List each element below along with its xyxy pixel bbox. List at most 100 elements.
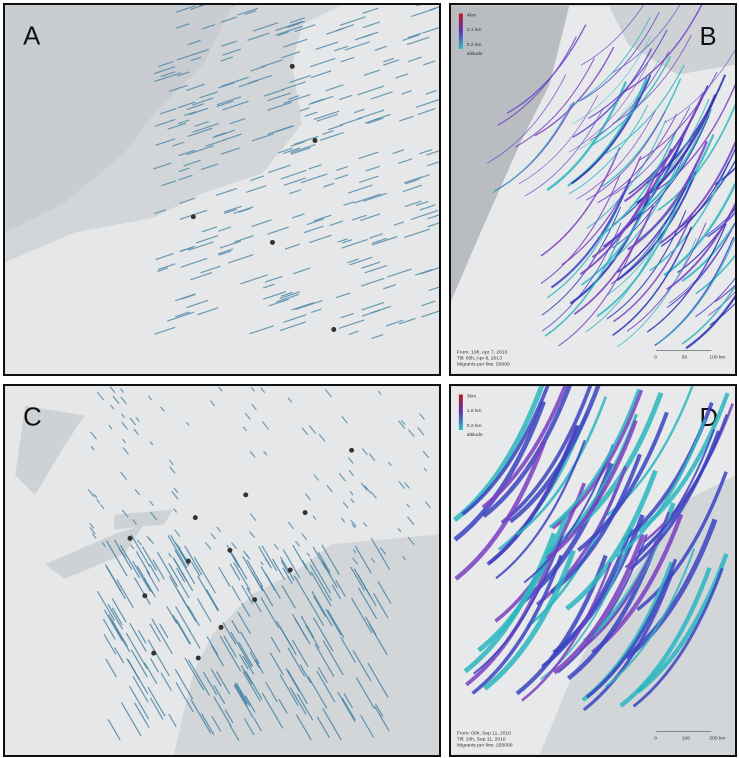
migration-vector [341, 416, 348, 424]
migration-vector [218, 82, 235, 89]
migration-vector [310, 58, 336, 68]
migration-vector [222, 622, 237, 645]
migration-vector [261, 421, 269, 430]
migration-vector [308, 164, 322, 170]
migration-vector [206, 636, 219, 656]
migration-vector [231, 619, 240, 634]
migration-vector [234, 684, 248, 707]
migration-vector [173, 487, 179, 494]
migration-vector [101, 542, 106, 547]
migration-vector [280, 321, 306, 331]
migration-vector [127, 659, 149, 695]
migration-vector [293, 267, 311, 275]
migration-vector [363, 522, 368, 527]
migration-vector [91, 533, 97, 539]
migration-vector [149, 500, 154, 506]
migration-vector [294, 24, 316, 32]
migration-vector [312, 546, 327, 570]
panel-label: B [700, 23, 717, 51]
migration-vector [404, 200, 422, 208]
migration-vector [150, 697, 164, 720]
migration-vector [269, 652, 284, 675]
migration-vector [344, 41, 370, 51]
migration-vector [273, 543, 279, 550]
migration-vector [362, 31, 379, 38]
migration-vector [178, 167, 190, 173]
migration-vector [385, 319, 404, 327]
migration-track [483, 549, 576, 691]
migration-vector [168, 84, 188, 92]
migration-vector [129, 685, 150, 720]
migration-track [596, 207, 677, 318]
migration-vector [154, 209, 167, 214]
migration-vector [371, 557, 376, 563]
migration-vector [317, 716, 330, 738]
migration-vector [214, 132, 226, 137]
migration-vector [191, 561, 201, 577]
migration-vector [203, 671, 218, 696]
migration-track [453, 400, 546, 542]
migration-vector [197, 575, 219, 612]
migration-vector [130, 544, 135, 550]
migration-vector [275, 21, 303, 31]
migration-track [573, 205, 654, 315]
migration-vector [121, 509, 129, 518]
radar-site [243, 492, 249, 498]
migration-vector [283, 38, 308, 48]
migration-vector [160, 672, 172, 691]
migration-vector [147, 686, 166, 717]
migration-vector [358, 151, 379, 160]
migration-vector [369, 233, 383, 239]
migration-vector [149, 623, 161, 642]
map-panel-a: A [3, 3, 441, 376]
migration-vector [150, 658, 159, 673]
radar-site [227, 547, 233, 553]
migration-track [509, 386, 601, 524]
migration-vector [178, 174, 193, 181]
migration-vector [233, 684, 254, 719]
migration-vector [361, 309, 381, 317]
migration-vector [312, 515, 317, 520]
migration-vector [148, 395, 152, 401]
migration-vector [261, 692, 284, 729]
migration-vector [339, 16, 366, 26]
migration-vector [410, 210, 439, 220]
migration-vector [350, 566, 365, 591]
migration-vector [167, 535, 188, 569]
migration-vector [250, 513, 257, 521]
migration-vector [160, 406, 165, 412]
migration-vector [218, 567, 231, 587]
migration-vector [177, 119, 190, 125]
migration-vector [111, 607, 123, 626]
migration-vector [313, 214, 332, 222]
migration-track [568, 104, 649, 195]
migration-track [576, 411, 669, 552]
migration-vector [370, 537, 391, 571]
migration-vector [237, 7, 259, 16]
migration-vector [417, 427, 425, 436]
migration-vector [354, 545, 372, 574]
migration-vector [231, 5, 235, 6]
migration-vector [169, 466, 176, 474]
lake [15, 405, 85, 495]
migration-track [535, 465, 628, 606]
migration-vector [190, 56, 202, 61]
migration-vector [358, 587, 377, 619]
migration-vector [224, 709, 234, 724]
migration-vector [315, 41, 339, 50]
migration-track [631, 108, 713, 219]
migration-vector [210, 668, 222, 687]
migration-vector [103, 609, 124, 642]
migration-track [714, 284, 735, 303]
migration-vector [290, 147, 311, 155]
migration-vector [323, 182, 335, 188]
migration-vector [184, 657, 205, 691]
migration-vector [362, 21, 381, 29]
migration-vector [263, 89, 285, 97]
migration-vector [268, 298, 289, 307]
migration-vector [245, 413, 251, 420]
migration-track [552, 514, 645, 655]
scale-label: 50 [682, 355, 688, 361]
migration-vector [336, 292, 351, 299]
migration-vector [420, 267, 439, 275]
